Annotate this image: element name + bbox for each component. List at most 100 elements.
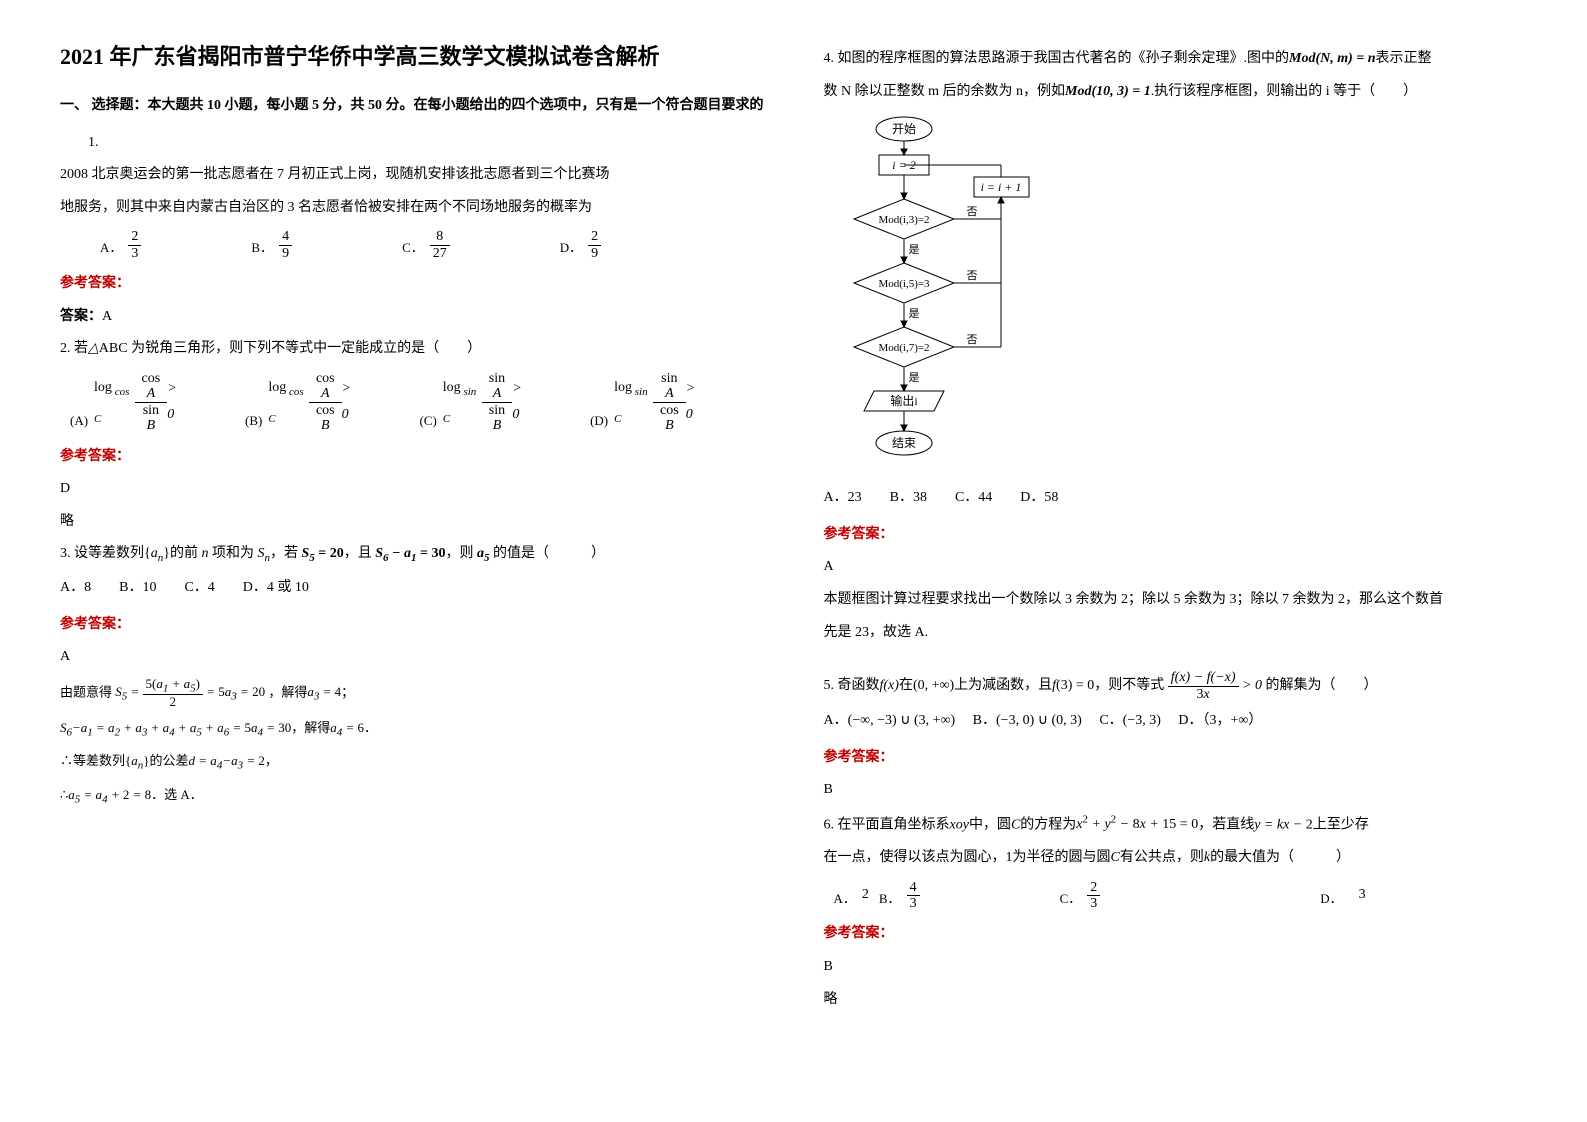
q6-stem-d: ，若直线 — [1198, 817, 1254, 832]
q6-opt-a-label: A． — [834, 887, 856, 912]
q5-stem: 5. 奇函数f(x)在(0, +∞)上为减函数，且f(3) = 0，则不等式 f… — [824, 670, 1528, 702]
q6-stem-c: 的方程为 — [1020, 817, 1076, 832]
q6-opt-d: D．3 — [1320, 880, 1365, 912]
q2-stem: 2. 若△ABC 为锐角三角形，则下列不等式中一定能成立的是（ ） — [60, 336, 764, 363]
q3-options: A．8 B．10 C．4 D．4 或 10 — [60, 575, 764, 602]
q6-opt-a-val: 2 — [862, 882, 869, 909]
q3-stem-f: ，则 — [446, 546, 474, 561]
q5-opt-d: D．（3，+∞） — [1178, 713, 1262, 728]
q6-stem-a: 6. 在平面直角坐标系 — [824, 817, 950, 832]
flow-c3-no: 否 — [966, 334, 977, 346]
q2-options: (A) log cos C cos Asin B > 0 (B) log cos… — [70, 371, 764, 434]
flow-c1: Mod(i,3)=2 — [878, 214, 929, 226]
q6-opt-b: B．43 — [879, 880, 920, 912]
q1-answer-prefix: 答案： — [60, 309, 102, 324]
flow-c3-yes: 是 — [908, 371, 919, 384]
q6-note: 略 — [824, 987, 1528, 1014]
section-1-heading: 一、 选择题：本大题共 10 小题，每小题 5 分，共 50 分。在每小题给出的… — [60, 93, 764, 120]
q5-opt-d-val: （3，+∞） — [1203, 713, 1263, 728]
q5-stem-b: 在 — [899, 678, 913, 693]
q1-text-line1: 2008 北京奥运会的第一批志愿者在 7 月初正式上岗，现随机安排该批志愿者到三… — [60, 162, 764, 189]
q5-opt-c-val: (−3, 3) — [1123, 713, 1161, 728]
q5-opt-a-val: (−∞, −3) ∪ (3, +∞) — [848, 713, 956, 728]
q2-answer-label: 参考答案： — [60, 444, 764, 471]
q6-opt-c: C．23 — [1060, 880, 1101, 912]
right-column: 4. 如图的程序框图的算法思路源于我国古代著名的《孙子剩余定理》.图中的Mod(… — [824, 40, 1528, 1019]
q5-stem-e: 的解集为（ ） — [1265, 678, 1377, 693]
q6-answer-label: 参考答案： — [824, 921, 1528, 948]
flow-c1-no: 否 — [966, 206, 977, 218]
q3-eq1: S5 = 20 — [301, 546, 343, 561]
q3-work1: 由题意得 S5 = 5(a1 + a5)2 = 5a3 = 20 ，解得a3 =… — [60, 677, 764, 710]
q3-work4: ∴a5 = a4 + 2 = 8．选 A． — [60, 783, 764, 810]
flowchart: 开始 i = 2 i = i + 1 Mod(i,3)=2 是 否 — [844, 115, 1528, 475]
q2-stem-post: 为锐角三角形，则下列不等式中一定能成立的是（ ） — [128, 341, 482, 356]
flow-c2-no: 否 — [966, 270, 977, 282]
q2-opt-b-label: (B) — [245, 409, 262, 434]
q5-fraction: f(x) − f(−x)3x — [1168, 670, 1239, 702]
q5-opt-a-label: A． — [824, 713, 848, 728]
q6-stem-g: 为半径的圆与圆 — [1013, 850, 1111, 865]
q5-opt-b-label: B． — [973, 713, 996, 728]
q4-explain-1: 本题框图计算过程要求找出一个数除以 3 余数为 2；除以 5 余数为 3；除以 … — [824, 587, 1528, 614]
q4-explain-2: 先是 23，故选 A. — [824, 620, 1528, 647]
flow-inc: i = i + 1 — [980, 180, 1021, 194]
q5-options: A．(−∞, −3) ∪ (3, +∞) B．(−3, 0) ∪ (0, 3) … — [824, 708, 1528, 735]
doc-title: 2021 年广东省揭阳市普宁华侨中学高三数学文模拟试卷含解析 — [60, 40, 764, 73]
flow-c3: Mod(i,7)=2 — [878, 342, 929, 354]
q1-opt-a: A．23 — [100, 229, 141, 261]
q3-eq2: S6 − a1 = 30 — [375, 546, 445, 561]
flow-c2-yes: 是 — [908, 307, 919, 320]
q4-mod2: Mod(10, 3) = 1 — [1065, 84, 1151, 99]
q6-stem-h: 有公共点，则 — [1120, 850, 1204, 865]
q5-opt-c: C．(−3, 3) — [1099, 713, 1161, 728]
q4-stem-line1: 4. 如图的程序框图的算法思路源于我国古代著名的《孙子剩余定理》.图中的Mod(… — [824, 46, 1528, 73]
q6-opt-d-val: 3 — [1359, 882, 1366, 909]
q3-work1-post: ，解得 — [268, 684, 307, 699]
q5-answer: B — [824, 777, 1528, 804]
q3-work3: ∴等差数列{an}的公差d = a4−a3 = 2， — [60, 749, 764, 776]
q5-stem-c: 上为减函数，且 — [954, 678, 1052, 693]
q6-r: 1 — [1006, 850, 1013, 865]
q6-options: A．2 B．43 C．23 D．3 — [834, 880, 1528, 912]
flow-c2: Mod(i,5)=3 — [878, 278, 930, 290]
q2-opt-c-label: (C) — [419, 409, 436, 434]
q3-work1-pre: 由题意得 — [60, 684, 112, 699]
q3-stem-e: ，且 — [344, 546, 372, 561]
q4-stem-line2: 数 N 除以正整数 m 后的余数为 n，例如Mod(10, 3) = 1.执行该… — [824, 79, 1528, 106]
q3-stem-a: 3. 设等差数列{ — [60, 546, 151, 561]
q1-opt-b: B．49 — [251, 229, 292, 261]
flow-output: 输出i — [890, 393, 918, 408]
q3-stem: 3. 设等差数列{an}的前 n 项和为 Sn，若 S5 = 20，且 S6 −… — [60, 541, 764, 569]
q3-work2-suf: ． — [364, 720, 377, 735]
q6-stem-f: 在一点，使得以该点为圆心， — [824, 850, 1006, 865]
flow-start: 开始 — [891, 122, 915, 136]
flowchart-svg: 开始 i = 2 i = i + 1 Mod(i,3)=2 是 否 — [844, 115, 1074, 475]
q6-stem-b: 中，圆 — [969, 817, 1011, 832]
q4-options: A．23 B．38 C．44 D．58 — [824, 485, 1528, 512]
q6-answer: B — [824, 954, 1528, 981]
q5-answer-label: 参考答案： — [824, 745, 1528, 772]
q3-stem-d: ，若 — [270, 546, 298, 561]
q2-opt-a: (A) log cos C cos Asin B > 0 — [70, 371, 185, 434]
q2-opt-d: (D) log sin C sin Acos B > 0 — [590, 371, 703, 434]
q2-opt-c: (C) log sin C sin Asin B > 0 — [419, 371, 530, 434]
q5-gt: > 0 — [1239, 678, 1262, 693]
q5-opt-d-label: D． — [1178, 713, 1202, 728]
q1-opt-c: C．827 — [402, 229, 450, 261]
q1-options: A．23 B．49 C．827 D．29 — [100, 229, 764, 261]
q4-mod1: Mod(N, m) = n — [1289, 51, 1376, 66]
q2-opt-b: (B) log cos C cos Acos B > 0 — [245, 371, 359, 434]
q2-stem-pre: 2. 若 — [60, 341, 88, 356]
q1-answer: 答案：A — [60, 304, 764, 331]
q3-stem-b: }的前 — [163, 546, 201, 561]
q6-opt-c-label: C． — [1060, 887, 1082, 912]
q5-stem-a: 5. 奇函数 — [824, 678, 880, 693]
q3-answer: A — [60, 644, 764, 671]
q6-stem-line1: 6. 在平面直角坐标系xoy中，圆C的方程为x2 + y2 − 8x + 15 … — [824, 810, 1528, 839]
q3-work4-suf: ．选 A． — [151, 787, 203, 802]
q5-stem-d: ，则不等式 — [1094, 678, 1164, 693]
q4-stem-c: 数 N 除以正整数 m 后的余数为 n，例如 — [824, 84, 1066, 99]
flow-end: 结束 — [891, 436, 915, 450]
q4-answer: A — [824, 554, 1528, 581]
